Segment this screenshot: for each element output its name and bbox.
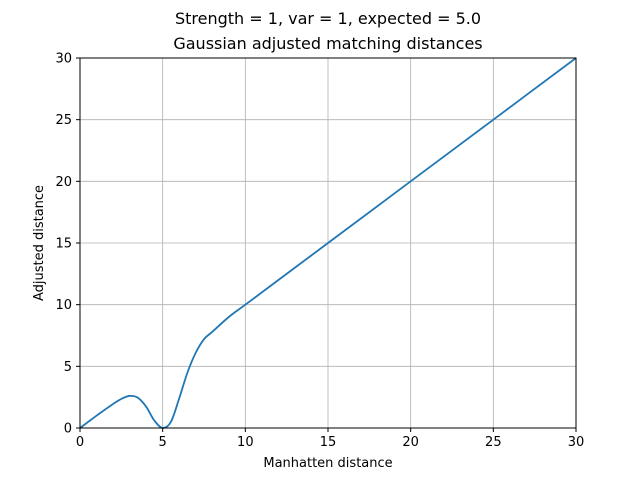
y-tick-label: 0	[64, 422, 72, 437]
y-tick-label: 15	[55, 237, 72, 252]
y-tick-label: 25	[55, 113, 72, 128]
chart-suptitle: Strength = 1, var = 1, expected = 5.0	[175, 9, 481, 28]
y-tick-label: 30	[55, 52, 72, 67]
x-axis-label: Manhatten distance	[263, 456, 392, 471]
x-tick-label: 15	[320, 435, 337, 450]
axis-ticks: 0 5 10 15 20 25 30 0 5 10 15 20 25 30	[55, 52, 584, 451]
chart-title: Gaussian adjusted matching distances	[173, 34, 482, 53]
x-tick-label: 30	[568, 435, 585, 450]
x-tick-label: 20	[402, 435, 419, 450]
y-axis-label: Adjusted distance	[32, 185, 47, 301]
y-tick-label: 5	[64, 360, 72, 375]
series-layer	[79, 57, 577, 429]
x-tick-label: 0	[76, 435, 84, 450]
series-line	[79, 57, 577, 429]
x-tick-label: 10	[237, 435, 254, 450]
y-tick-label: 20	[55, 175, 72, 190]
x-tick-label: 5	[159, 435, 167, 450]
y-tick-label: 10	[55, 298, 72, 313]
x-tick-label: 25	[485, 435, 502, 450]
